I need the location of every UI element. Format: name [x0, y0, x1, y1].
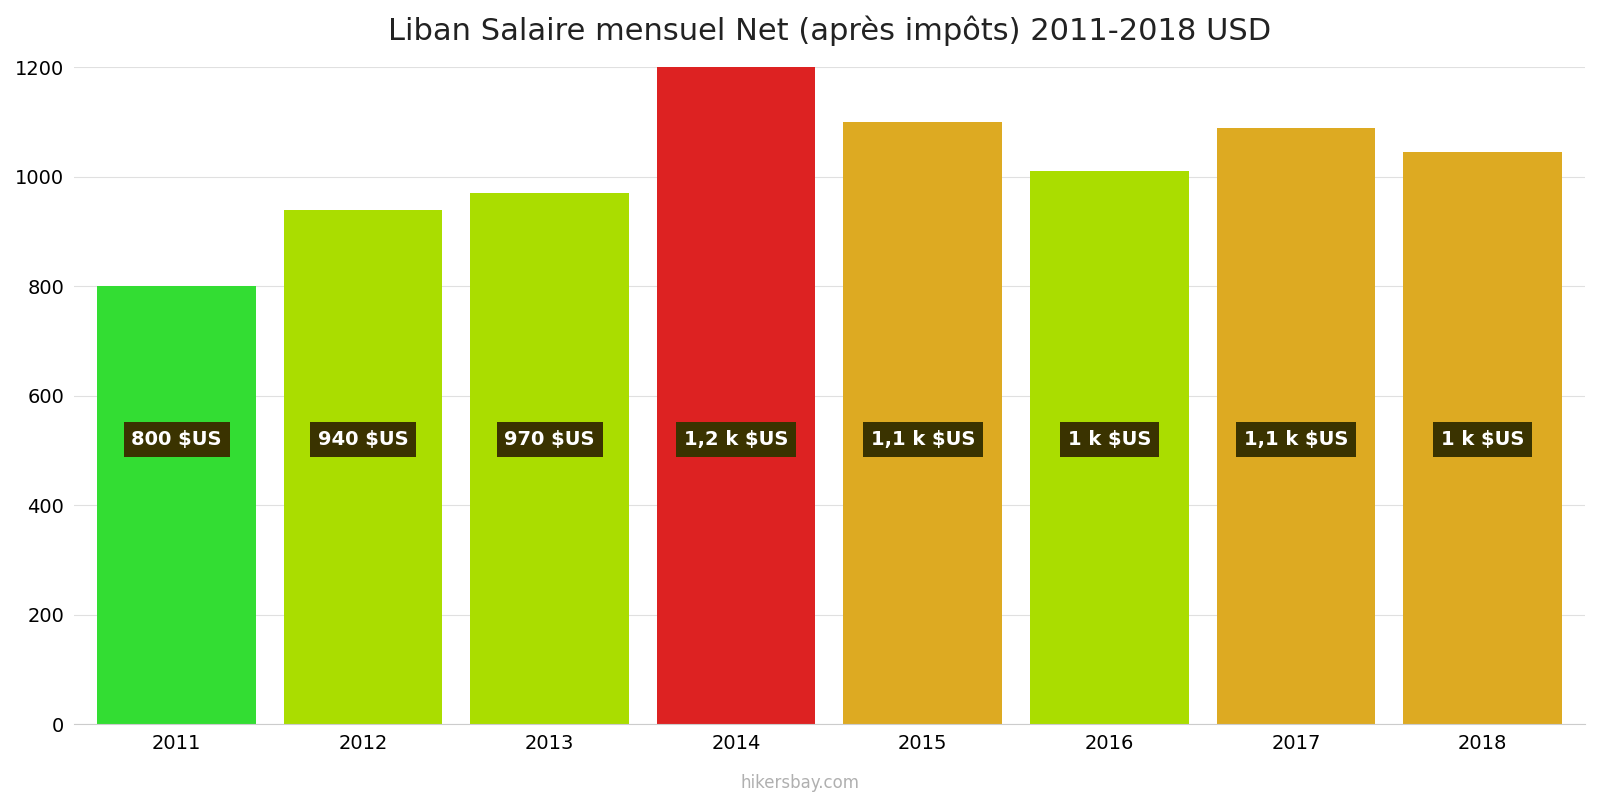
Bar — [658, 67, 816, 724]
Bar — [98, 286, 256, 724]
Bar — [470, 194, 629, 724]
Text: 1,1 k $US: 1,1 k $US — [870, 430, 974, 449]
Bar — [1030, 171, 1189, 724]
Text: 1 k $US: 1 k $US — [1067, 430, 1150, 449]
Text: 1,1 k $US: 1,1 k $US — [1243, 430, 1349, 449]
Text: 1 k $US: 1 k $US — [1440, 430, 1525, 449]
Bar — [1216, 127, 1374, 724]
Text: 940 $US: 940 $US — [318, 430, 408, 449]
Title: Liban Salaire mensuel Net (après impôts) 2011-2018 USD: Liban Salaire mensuel Net (après impôts)… — [387, 15, 1270, 46]
Text: 800 $US: 800 $US — [131, 430, 222, 449]
Bar — [1403, 152, 1562, 724]
Bar — [283, 210, 443, 724]
Text: 1,2 k $US: 1,2 k $US — [685, 430, 789, 449]
Text: hikersbay.com: hikersbay.com — [741, 774, 859, 792]
Text: 970 $US: 970 $US — [504, 430, 595, 449]
Bar — [843, 122, 1002, 724]
